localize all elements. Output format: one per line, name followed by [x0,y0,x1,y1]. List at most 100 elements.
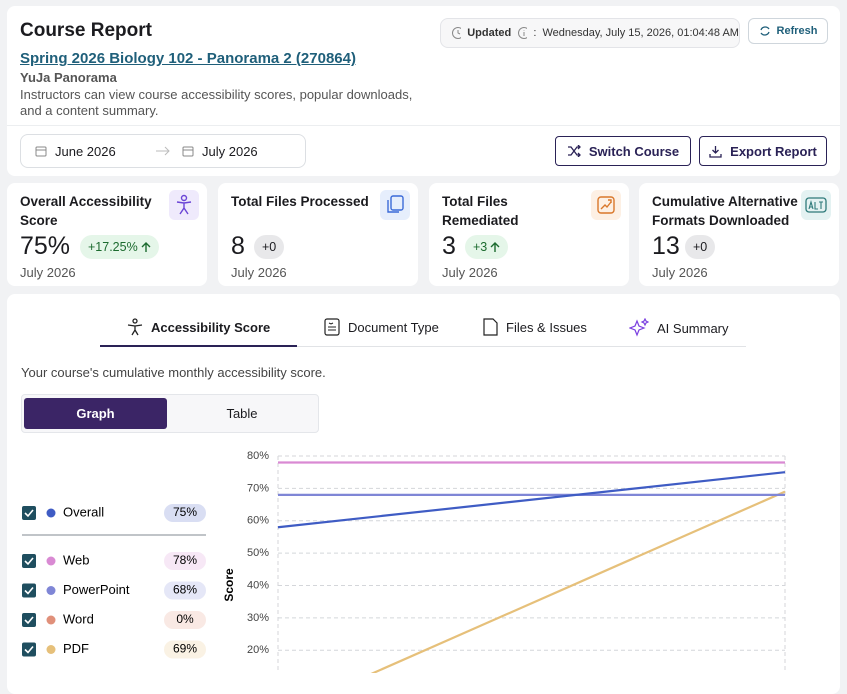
stat-card: Cumulative Alternative Formats Downloade… [639,183,839,286]
tab-label: Files & Issues [506,319,587,335]
y-axis-title: Score [222,568,236,602]
stat-value: 13 [652,232,680,260]
stat-period: July 2026 [442,265,498,280]
chart-description: Your course's cumulative monthly accessi… [21,365,326,380]
remediate-icon [591,190,621,220]
legend-label: Word [63,611,94,626]
shuffle-icon [567,145,581,157]
updated-label: Updated [467,27,512,39]
tab[interactable]: AI Summary [629,318,729,338]
course-link[interactable]: Spring 2026 Biology 102 - Panorama 2 (27… [20,50,356,67]
stat-change: +0 [254,235,285,259]
tab-label: Document Type [348,319,439,335]
switch-course-label: Switch Course [588,143,680,159]
stat-card: Total Files Processed 8 +0 July 2026 [218,183,418,286]
separator: : [533,27,537,39]
y-tick-label: 20% [247,644,269,656]
legend-checkbox[interactable] [22,583,36,598]
legend-checkbox[interactable] [22,554,36,568]
y-tick-label: 50% [247,547,269,559]
legend-label: Web [63,552,90,567]
tab[interactable]: Files & Issues [483,318,587,336]
stat-card: Overall Accessibility Score 75% +17.25% … [7,183,207,286]
legend-score-pill [164,581,206,600]
calendar-icon [182,146,194,157]
refresh-label: Refresh [776,25,818,37]
stat-change: +17.25% [80,235,159,259]
change-text: +0 [693,240,708,254]
accessibility-icon [169,190,199,220]
export-label: Export Report [730,143,817,159]
stat-title: Cumulative Alternative Formats Downloade… [652,194,798,228]
legend-label: PDF [63,641,89,656]
legend-checkbox[interactable] [22,642,36,657]
legend-dot [46,508,56,518]
updated-pill: Updated : Wednesday, July 15, 2026, 01:0… [440,18,740,48]
tab-active[interactable]: Accessibility Score [127,318,270,336]
stat-period: July 2026 [231,265,287,280]
end-date: July 2026 [202,144,258,159]
tab[interactable]: Document Type [324,318,439,336]
divider [7,125,840,126]
stat-period: July 2026 [20,265,76,280]
table-button[interactable]: Table [226,406,258,421]
legend-score-pill [164,640,206,659]
stat-title: Overall Accessibility Score [20,194,152,228]
graph-button[interactable]: Graph [24,398,167,429]
legend-dot [46,586,56,595]
page: Course Report Spring 2026 Biology 102 - … [7,6,840,694]
alt-icon [801,190,831,220]
updated-at: Wednesday, July 15, 2026, 01:04:48 AM [542,27,739,39]
change-text: +17.25% [88,240,138,254]
stat-value: 75% [20,232,71,260]
check-mark [24,645,34,654]
y-tick-label: 70% [247,482,269,494]
series-line [277,471,786,529]
y-tick-label: 60% [247,515,269,527]
tab-underline [100,345,297,347]
download-icon [709,145,722,158]
info-icon[interactable] [517,26,528,40]
export-button[interactable]: Export Report [699,136,827,166]
chart: Score 20% 30% 40% 50% 60% 70% 80% Overall 75% Web… [22,450,786,673]
stat-value: 3 [442,232,456,260]
up-arrow [141,241,151,252]
legend-score: 78% [173,553,197,567]
description: Instructors can view course accessibilit… [20,87,413,118]
refresh-icon [759,26,770,36]
header-card: Course Report Spring 2026 Biology 102 - … [7,6,840,176]
calendar-icon [35,146,47,157]
tab-label: Accessibility Score [151,319,271,335]
clock-icon [452,27,462,39]
date-range[interactable]: June 2026 July 2026 [20,134,306,168]
page-title: Course Report [20,20,152,41]
files-icon [380,190,410,220]
up-arrow [490,241,500,252]
start-date: June 2026 [55,144,116,159]
y-tick-label: 30% [247,612,269,624]
series-line [370,490,786,673]
stat-change: +0 [685,235,716,259]
view-toggle: Graph Table [21,394,319,433]
switch-course-button[interactable]: Switch Course [555,136,691,166]
file-icon [483,318,498,336]
legend-score-pill [164,504,206,522]
legend-checkbox[interactable] [22,613,36,627]
legend-checkbox[interactable] [22,506,36,520]
legend-label: PowerPoint [63,582,130,597]
check-mark [24,586,34,595]
stat-change: +3 [465,235,509,259]
legend-score: 75% [173,505,197,519]
refresh-button[interactable]: Refresh [748,18,828,44]
legend-dot [46,615,56,625]
y-tick-label: 40% [247,579,269,591]
stat-title: Total Files Remediated [442,194,519,228]
y-tick-label: 80% [247,450,269,462]
check-mark [24,557,34,566]
legend-score: 68% [173,583,197,597]
tab-rule [100,346,746,347]
legend-score-pill [164,611,206,629]
tab-label: AI Summary [657,320,729,336]
stat-value: 8 [231,232,245,260]
stat-card: Total Files Remediated 3 +3 July 2026 [429,183,629,286]
